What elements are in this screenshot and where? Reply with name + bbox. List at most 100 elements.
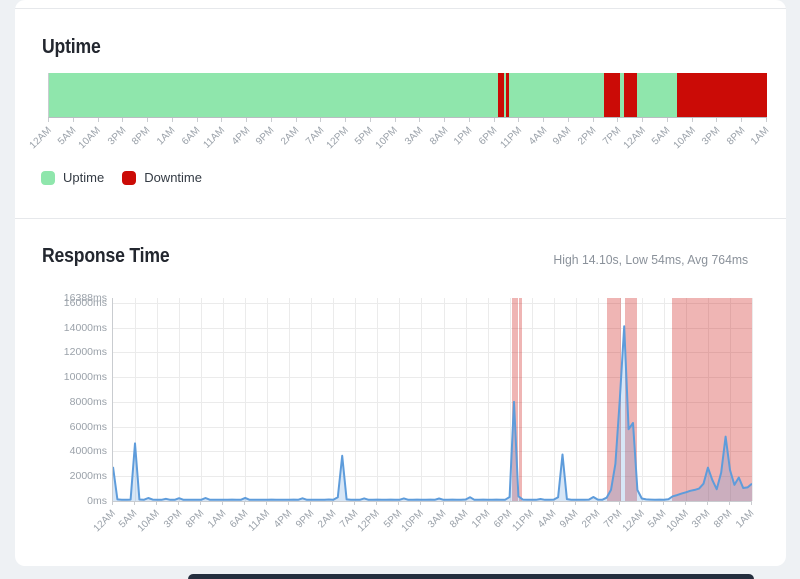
gridline-vertical: [223, 298, 225, 501]
y-axis-label: 10000ms: [63, 371, 107, 384]
gridline-vertical: [157, 298, 159, 501]
axis-tick: [376, 501, 378, 505]
x-axis-label: 3PM: [105, 125, 129, 148]
gridline-vertical: [399, 298, 401, 501]
x-axis-label: 5AM: [56, 125, 79, 148]
x-axis-label: 9PM: [254, 125, 277, 148]
axis-tick: [574, 501, 576, 505]
axis-tick: [369, 118, 371, 122]
x-axis-label: 4PM: [229, 125, 252, 148]
x-axis-label: 3AM: [425, 508, 449, 531]
response-time-chart[interactable]: [112, 298, 753, 502]
response-stats: High 14.10s, Low 54ms, Avg 764ms: [553, 252, 748, 267]
x-axis-label: 2AM: [279, 125, 302, 148]
downtime-band: [512, 298, 518, 501]
axis-tick: [196, 118, 198, 122]
gridline-horizontal: [113, 451, 752, 453]
axis-tick: [171, 118, 173, 122]
x-axis-label: 8PM: [130, 125, 153, 148]
axis-tick: [766, 118, 767, 122]
axis-tick: [493, 118, 495, 122]
y-axis-label: 12000ms: [63, 346, 107, 359]
downtime-segment: [497, 73, 504, 117]
axis-tick: [394, 118, 396, 122]
gridline-vertical: [509, 298, 511, 501]
x-axis-label: 4PM: [271, 508, 295, 531]
x-axis-label: 9AM: [551, 125, 574, 148]
y-axis-label: 14000ms: [63, 321, 107, 334]
axis-tick: [751, 501, 752, 505]
x-axis-label: 12AM: [27, 125, 54, 152]
x-axis-label: 12PM: [324, 125, 351, 152]
x-axis-label: 12AM: [91, 508, 118, 535]
response-section-title: Response Time: [42, 245, 170, 267]
axis-tick: [728, 501, 730, 505]
x-axis-label: 4AM: [536, 508, 559, 531]
response-line: [113, 325, 752, 501]
axis-tick: [288, 501, 290, 505]
downtime-band: [606, 298, 622, 501]
gridline-vertical: [377, 298, 379, 501]
axis-tick: [596, 501, 598, 505]
footer-peek: [188, 574, 754, 579]
uptime-section-title: Uptime: [42, 36, 101, 58]
status-panel: Uptime 12AM 5AM 10AM 3PM 8PM 1AM 6AM 11AM 4PM 9PM…: [15, 0, 786, 566]
gridline-vertical: [641, 298, 643, 501]
uptime-bar-chart[interactable]: [48, 73, 767, 118]
axis-tick: [419, 118, 421, 122]
x-axis-label: 1PM: [452, 125, 475, 148]
axis-tick: [662, 501, 664, 505]
axis-tick: [310, 501, 312, 505]
axis-tick: [543, 118, 545, 122]
x-axis-label: 10AM: [664, 508, 691, 535]
x-axis-label: 3PM: [161, 508, 184, 531]
axis-tick: [147, 118, 149, 122]
axis-tick: [345, 118, 347, 122]
gridline-vertical: [531, 298, 533, 501]
x-axis-label: 11AM: [201, 125, 228, 151]
gridline-vertical: [487, 298, 489, 501]
x-axis-label: 11PM: [510, 508, 537, 534]
gridline-vertical: [553, 298, 555, 501]
axis-tick: [48, 118, 49, 122]
x-axis-label: 12PM: [355, 508, 383, 535]
gridline-vertical: [245, 298, 247, 501]
axis-tick: [398, 501, 400, 505]
axis-tick: [464, 501, 466, 505]
axis-tick: [72, 118, 74, 122]
x-axis-label: 7PM: [600, 125, 624, 148]
axis-tick: [684, 501, 686, 505]
x-axis-label: 8PM: [712, 508, 735, 531]
downtime-segment: [623, 73, 638, 117]
downtime-legend-swatch: [122, 170, 137, 185]
downtime-band: [519, 298, 523, 501]
axis-tick: [222, 501, 224, 505]
gridline-vertical: [201, 298, 203, 501]
axis-tick: [640, 501, 642, 505]
axis-tick: [716, 118, 718, 122]
y-axis-label: 16000ms: [63, 296, 107, 309]
x-axis-label: 10PM: [399, 508, 427, 535]
x-axis-label: 12AM: [621, 125, 648, 152]
axis-tick: [552, 501, 554, 505]
axis-tick: [97, 118, 99, 122]
axis-tick: [200, 501, 202, 505]
axis-tick: [444, 118, 446, 122]
top-divider: [15, 8, 786, 9]
x-axis-label: 8PM: [183, 508, 206, 531]
gridline-horizontal: [113, 327, 752, 329]
x-axis-label: 4AM: [526, 125, 549, 148]
uptime-legend: Uptime Downtime: [41, 170, 202, 185]
x-axis-label: 5AM: [650, 125, 673, 148]
gridline-vertical: [729, 298, 731, 501]
x-axis-label: 8AM: [448, 508, 471, 531]
downtime-segment: [505, 73, 509, 117]
axis-tick: [592, 118, 594, 122]
gridline-vertical: [443, 298, 445, 501]
axis-tick: [486, 501, 488, 505]
uptime-x-axis: 12AM 5AM 10AM 3PM 8PM 1AM 6AM 11AM 4PM 9PM 2AM 7AM 1…: [28, 118, 772, 170]
uptime-legend-swatch: [41, 170, 55, 185]
gridline-vertical: [355, 298, 357, 501]
x-axis-label: 1AM: [155, 125, 178, 148]
axis-tick: [134, 501, 136, 505]
